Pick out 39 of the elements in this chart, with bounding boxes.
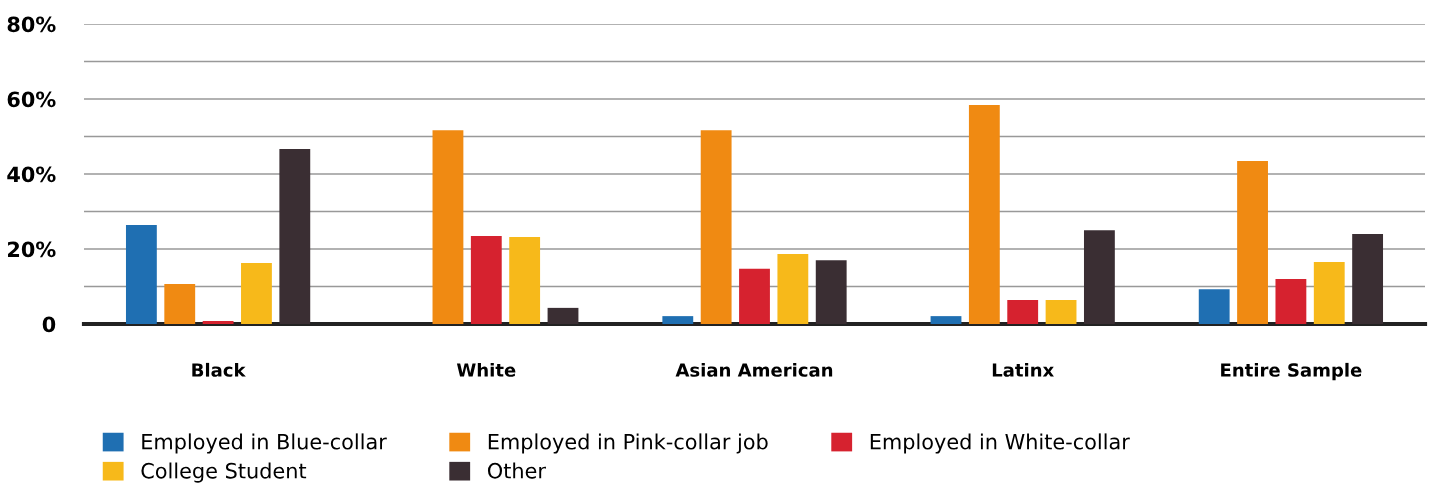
bar: [700, 130, 732, 324]
y-tick-label: 40%: [7, 166, 56, 183]
bar: [241, 262, 272, 324]
bar: [739, 268, 770, 324]
bar: [1083, 230, 1115, 324]
bar: [279, 148, 311, 324]
y-tick-label: 20%: [8, 241, 56, 258]
y-tick-label: 60%: [7, 91, 56, 108]
legend-label: Other: [487, 462, 546, 479]
bar: [930, 316, 962, 324]
bar: [432, 130, 464, 324]
bar: [1007, 300, 1039, 324]
legend-label: Employed in Blue-collar: [142, 433, 387, 454]
bar: [662, 316, 694, 324]
bar: [777, 253, 809, 324]
x-tick-label: Asian American: [675, 362, 833, 377]
bar: [202, 321, 234, 324]
bar: [1198, 289, 1230, 324]
x-tick-label: Latinx: [992, 362, 1054, 377]
bar: [1352, 234, 1384, 324]
bar: [1275, 279, 1307, 324]
y-tick-label: 80%: [7, 16, 56, 33]
x-tick-label: Entire Sample: [1221, 362, 1362, 381]
legend-label: Employed in Pink-collar job: [488, 433, 768, 454]
x-tick-label: Black: [192, 362, 246, 377]
bar: [164, 283, 196, 324]
bar: [470, 235, 502, 324]
y-tick-label: 0: [42, 316, 56, 333]
bar: [815, 260, 847, 324]
bar: [968, 105, 1000, 324]
bar: [1045, 300, 1077, 324]
x-tick-label: White: [456, 362, 516, 377]
legend-label: Employed in White-collar: [870, 433, 1130, 454]
bar: [1313, 262, 1345, 324]
bar: [125, 225, 157, 324]
bar: [547, 307, 579, 324]
bar: [1237, 160, 1268, 324]
legend-label: College Student: [141, 462, 307, 483]
bar: [509, 237, 541, 324]
